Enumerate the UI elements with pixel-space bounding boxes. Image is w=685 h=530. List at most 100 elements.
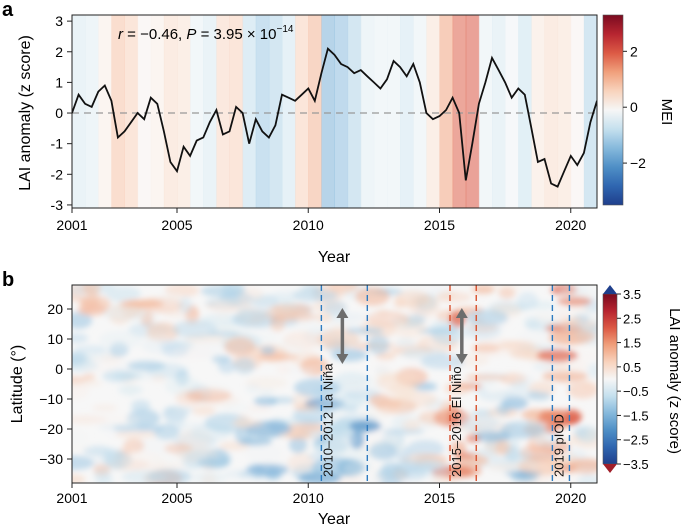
y-tick-label: 0 (55, 361, 63, 377)
mei-colorbar-ticks: 2 0 −2 (623, 43, 646, 171)
colorbar-tick-label: −2.5 (623, 433, 649, 448)
x-tick-label: 2005 (161, 490, 192, 506)
mei-stripe (268, 15, 283, 208)
event-label: 2010–2012 La Niña (320, 363, 335, 477)
mei-stripe (518, 15, 532, 208)
panel-a-label: a (2, 0, 14, 21)
mei-stripe (347, 15, 362, 208)
x-tick-label: 2010 (293, 490, 324, 506)
colorbar-tick-label: −0.5 (623, 384, 649, 399)
y-tick-label: −20 (39, 421, 63, 437)
mei-stripe (282, 15, 296, 208)
lai-heatmap (72, 285, 597, 483)
colorbar-tick-label: −2 (630, 155, 646, 171)
colorbar-tick-label: 3.5 (623, 287, 641, 302)
mei-stripe (413, 15, 427, 208)
mei-stripe (255, 15, 270, 208)
x-tick-label: 2010 (293, 217, 324, 233)
mei-stripe (583, 15, 597, 208)
panel-a-ylabel: LAI anomaly (z score) (17, 35, 34, 191)
r-value: = −0.46, (123, 26, 186, 43)
mei-stripe (150, 15, 165, 208)
lai-colorbar-ticks: 3.5 2.5 1.5 0.5 −0.5 −1.5 −2.5 −3.5 (617, 287, 649, 472)
mei-stripe (229, 15, 244, 208)
mei-stripe (492, 15, 506, 208)
mei-stripe (177, 15, 191, 208)
panel-b-ylabel: Latitude (°) (9, 345, 26, 423)
mei-stripe (216, 15, 230, 208)
panel-b-y-axis: 20 10 0 −10 −20 −30 (39, 301, 72, 467)
panel-a-frame (71, 14, 598, 209)
x-tick-label: 2015 (424, 490, 455, 506)
event-arrow (336, 308, 349, 364)
lai-colorbar-label: LAI anomaly (z score) (666, 308, 683, 454)
colorbar-tick-label: 1.5 (623, 336, 641, 351)
mei-colorbar-label: MEI (658, 99, 675, 126)
mei-colorbar (602, 14, 624, 206)
r-symbol: r (118, 26, 124, 43)
p-exponent: −14 (276, 24, 293, 35)
mei-stripe (544, 15, 559, 208)
mei-stripe (360, 15, 375, 208)
panel-a: a 3 2 1 0 -1 -2 -3 2001 2005 2010 2015 2020 LAI an… (2, 0, 675, 266)
mei-stripe (531, 15, 545, 208)
panel-b-xlabel: Year (318, 511, 351, 528)
mei-stripe (334, 15, 349, 208)
y-tick-label: -2 (51, 166, 64, 182)
colorbar-tick-label: 0.5 (623, 360, 641, 375)
colorbar-tick-label: 2.5 (623, 311, 641, 326)
panel-a-xlabel: Year (318, 249, 351, 266)
mei-stripe (190, 15, 204, 208)
mei-stripe (426, 15, 440, 208)
mei-stripe (505, 15, 519, 208)
y-tick-label: 10 (47, 331, 63, 347)
mei-stripe (400, 15, 414, 208)
lai-anomaly-line (72, 47, 597, 188)
x-tick-label: 2001 (56, 217, 87, 233)
mei-stripe (387, 15, 401, 208)
y-tick-label: 20 (47, 301, 63, 317)
mei-stripe (308, 15, 322, 208)
p-symbol: P (186, 26, 196, 43)
y-tick-label: −10 (39, 391, 63, 407)
x-tick-label: 2020 (555, 490, 586, 506)
mei-stripe (242, 15, 257, 208)
panel-b-frame (71, 284, 598, 484)
x-tick-label: 2015 (424, 217, 455, 233)
mei-stripe (137, 15, 152, 208)
mei-stripe (124, 15, 139, 208)
mei-stripe (557, 15, 572, 208)
mei-stripe (98, 15, 112, 208)
mei-stripe (478, 15, 493, 208)
colorbar-tick-label: 2 (630, 43, 638, 59)
y-tick-label: 0 (55, 105, 63, 121)
y-tick-label: -1 (51, 136, 64, 152)
panel-a-x-axis: 2001 2005 2010 2015 2020 (56, 208, 587, 233)
y-tick-label: 2 (55, 44, 63, 60)
mei-background-stripes (72, 15, 597, 208)
mei-stripe (72, 15, 86, 208)
mei-stripe (203, 15, 217, 208)
y-tick-label: 1 (55, 74, 63, 90)
mei-stripe (163, 15, 178, 208)
event-markers: 2010–2012 La Niña 2015–2016 El Niño 2019 p… (320, 285, 571, 483)
x-tick-label: 2005 (161, 217, 192, 233)
lai-colorbar (602, 293, 618, 465)
mei-stripe (439, 15, 454, 208)
y-tick-label: −30 (39, 451, 63, 467)
mei-stripe (85, 15, 99, 208)
panel-b: b 2010–2012 La Niña 2015–2016 El Niño 2019… (2, 269, 683, 528)
x-tick-label: 2020 (555, 217, 586, 233)
lai-colorbar-top-extend (603, 285, 617, 294)
mei-stripe (295, 15, 309, 208)
mei-stripe (570, 15, 585, 208)
correlation-annotation: r = −0.46, P = 3.95 × 10−14 (118, 24, 294, 43)
mei-stripe (373, 15, 388, 208)
event-arrow (455, 308, 468, 364)
p-value: = 3.95 × 10 (196, 26, 276, 43)
y-tick-label: 3 (55, 13, 63, 29)
event-label: 2015–2016 El Niño (449, 366, 464, 477)
panel-a-y-axis: 3 2 1 0 -1 -2 -3 (51, 13, 72, 213)
colorbar-tick-label: −1.5 (623, 408, 649, 423)
